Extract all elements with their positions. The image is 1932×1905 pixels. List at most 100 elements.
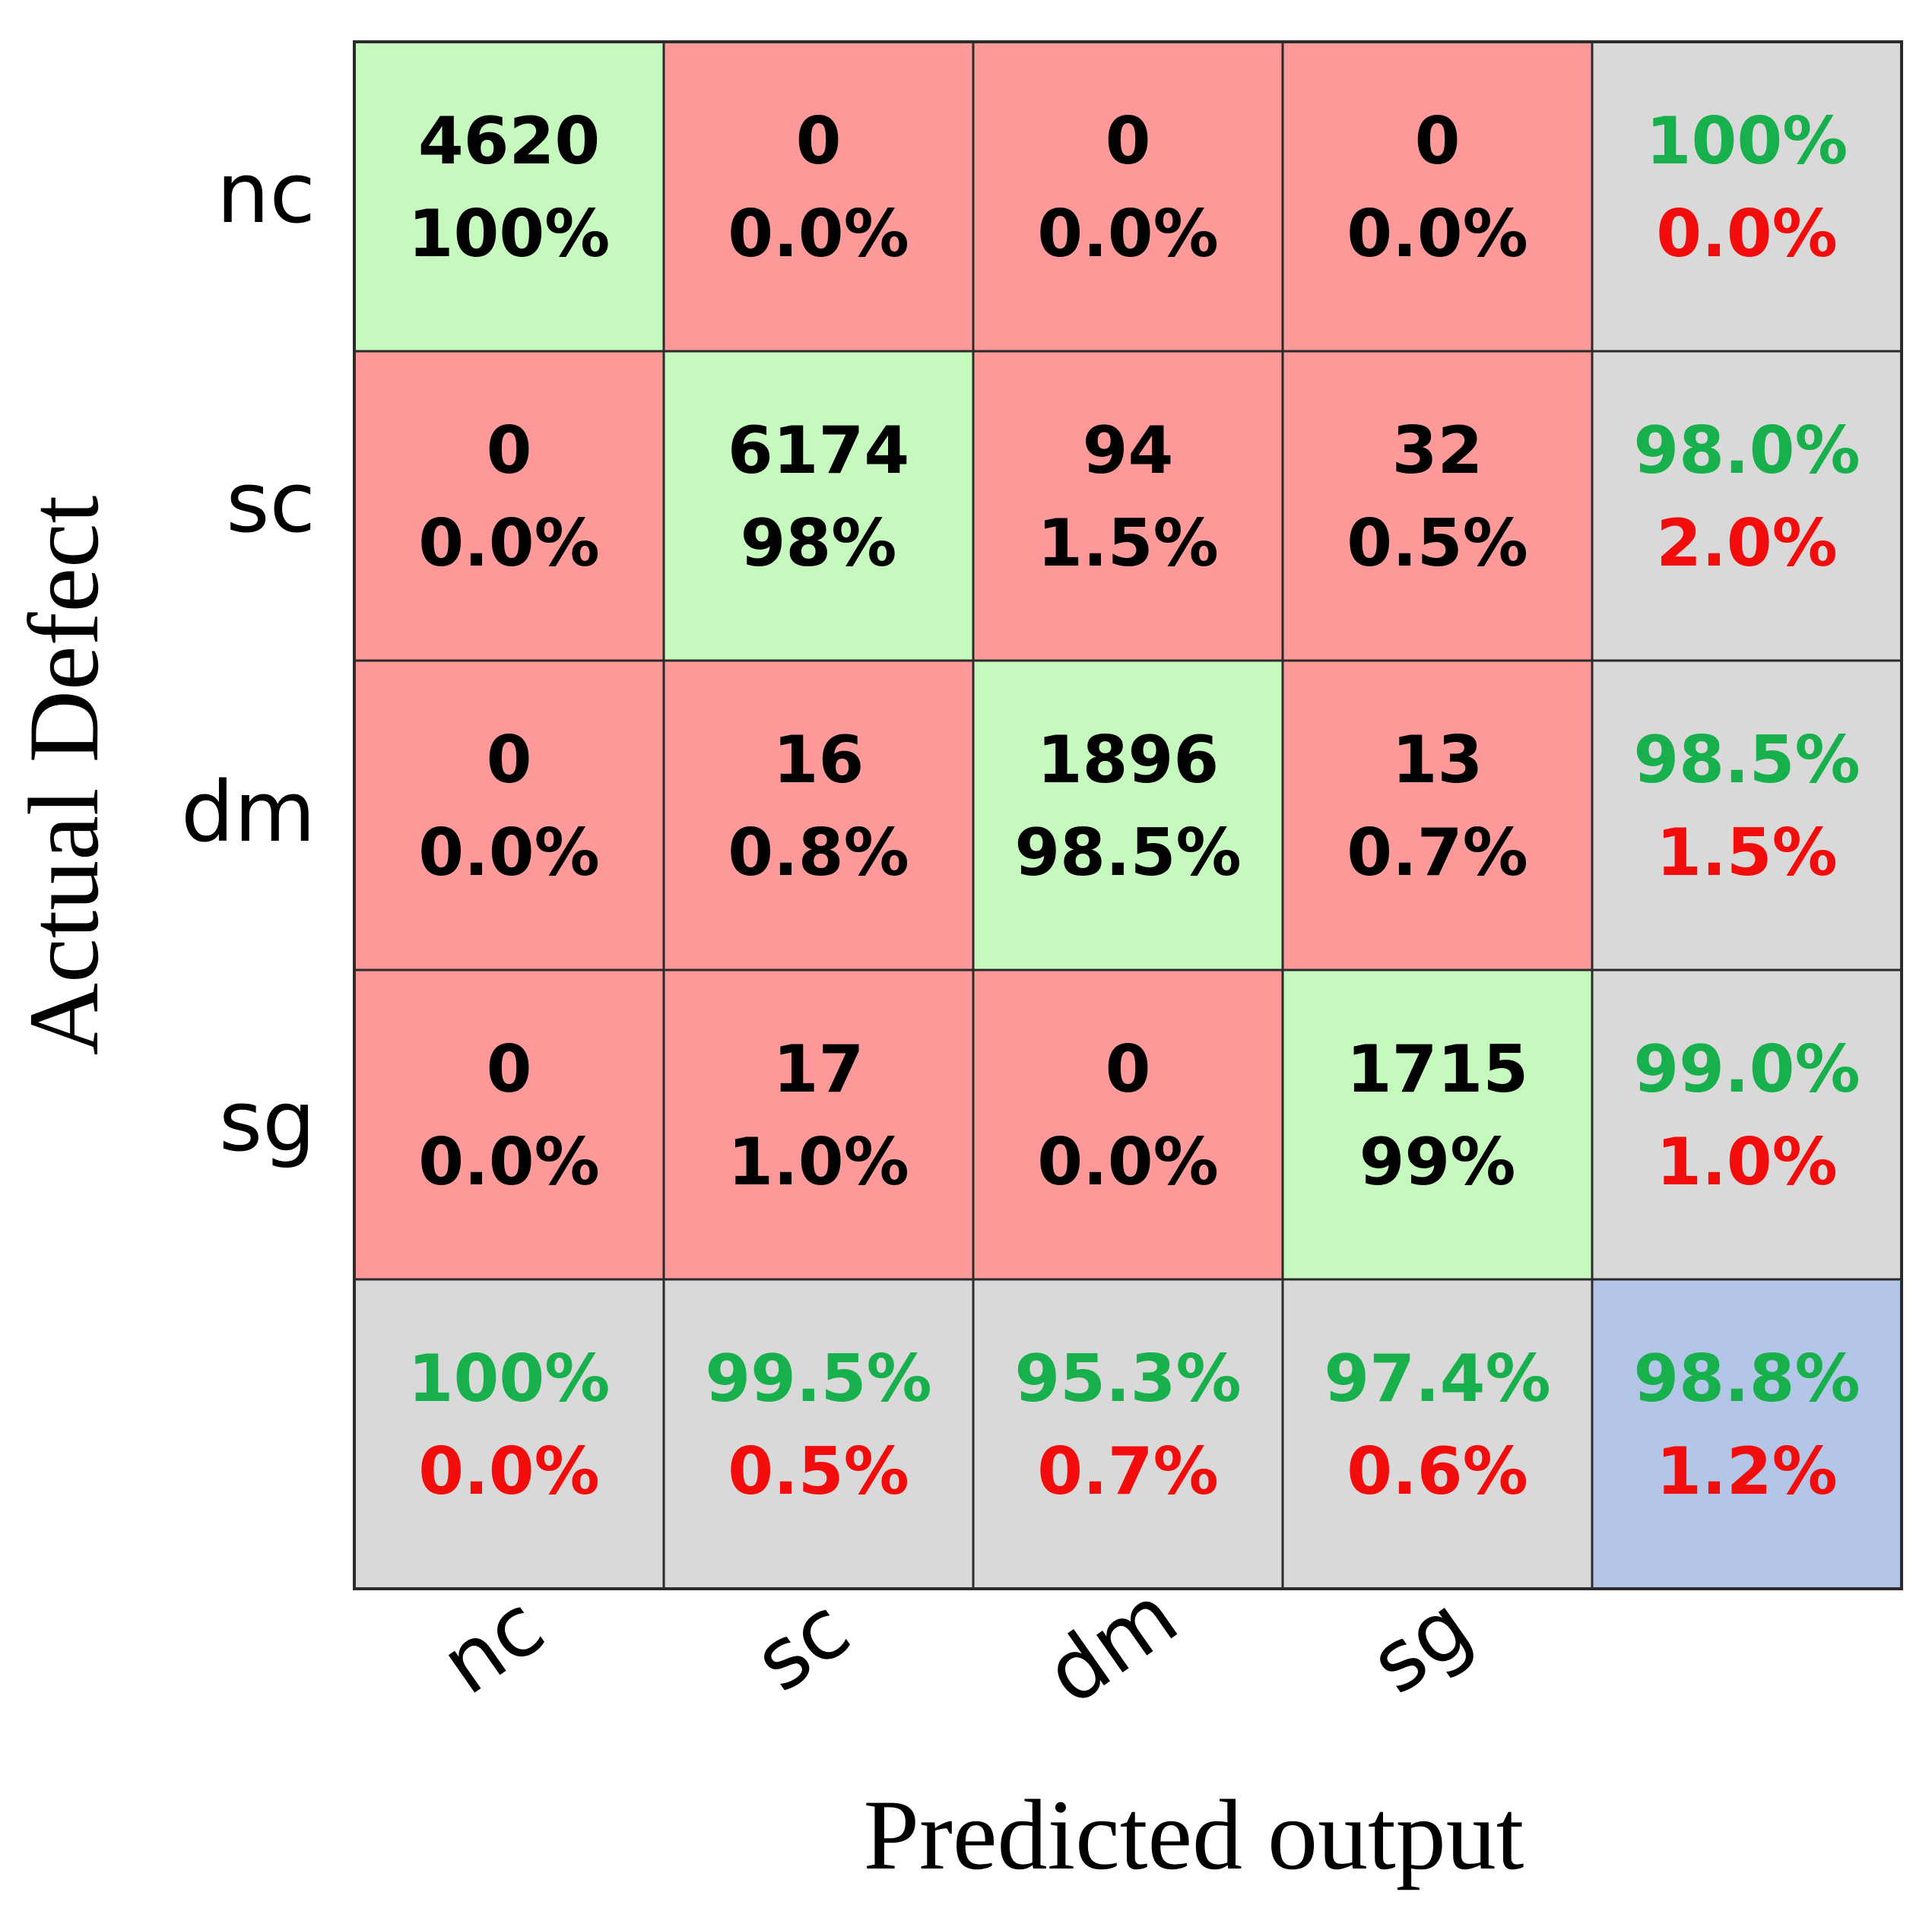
row-summary-sc-line2: 2.0% <box>1656 506 1838 582</box>
y-tick-sg: sg <box>219 1073 316 1170</box>
cell-sg-sc-line2: 1.0% <box>728 1124 909 1200</box>
overall-accuracy-line2: 1.2% <box>1656 1434 1838 1510</box>
cell-dm-sc-line1: 16 <box>773 722 864 798</box>
cell-dm-sc-fill <box>662 659 975 972</box>
cell-sc-sg: 32 0.5% <box>1281 350 1594 662</box>
col-summary-dm-line2: 0.7% <box>1037 1434 1219 1510</box>
col-summary-sg-line2: 0.6% <box>1347 1434 1528 1510</box>
row-summary-sg: 99.0% 1.0% <box>1591 968 1903 1281</box>
cell-nc-nc-fill <box>353 40 665 353</box>
cell-dm-nc: 0 0.0% <box>353 659 665 972</box>
cell-sg-sc: 17 1.0% <box>662 968 975 1281</box>
cell-sg-dm-line2: 0.0% <box>1037 1124 1219 1200</box>
y-tick-dm: dm <box>181 763 316 861</box>
cell-dm-sg-line1: 13 <box>1392 722 1483 798</box>
cell-sc-sc: 6174 98% <box>662 350 975 662</box>
y-tick-sc: sc <box>226 454 316 551</box>
cell-nc-sc-line1: 0 <box>796 103 842 179</box>
cell-dm-dm: 1896 98.5% <box>972 659 1284 972</box>
cell-sc-nc: 0 0.0% <box>353 350 665 662</box>
col-summary-nc-fill <box>353 1278 665 1590</box>
cell-nc-sc-line2: 0.0% <box>728 196 909 272</box>
cell-nc-sc: 0 0.0% <box>662 40 975 353</box>
cell-sc-dm-fill <box>972 350 1284 662</box>
col-summary-sc-line2: 0.5% <box>728 1434 909 1510</box>
cell-sg-dm-line1: 0 <box>1106 1032 1151 1108</box>
cell-sg-sg-line2: 99% <box>1359 1124 1516 1200</box>
row-summary-sc-line1: 98.0% <box>1633 413 1860 489</box>
cell-dm-sg-line2: 0.7% <box>1347 815 1528 891</box>
col-summary-nc-line2: 0.0% <box>418 1434 600 1510</box>
cell-dm-dm-line2: 98.5% <box>1014 815 1241 891</box>
col-summary-dm-fill <box>972 1278 1284 1590</box>
col-summary-sc: 99.5% 0.5% <box>662 1278 975 1590</box>
cell-sg-nc: 0 0.0% <box>353 968 665 1281</box>
row-summary-dm-line1: 98.5% <box>1633 722 1860 798</box>
cell-nc-nc-line1: 4620 <box>418 103 600 179</box>
cell-sg-dm: 0 0.0% <box>972 968 1284 1281</box>
cell-dm-sc: 16 0.8% <box>662 659 975 972</box>
row-summary-nc: 100% 0.0% <box>1591 40 1903 353</box>
cell-sc-sc-line2: 98% <box>741 506 897 582</box>
x-tick-sg: sg <box>1353 1577 1489 1713</box>
col-summary-sg: 97.4% 0.6% <box>1281 1278 1594 1590</box>
overall-accuracy-fill <box>1591 1278 1903 1590</box>
col-summary-nc: 100% 0.0% <box>353 1278 665 1590</box>
col-summary-nc-line1: 100% <box>408 1341 611 1417</box>
cell-nc-nc: 4620 100% <box>353 40 665 353</box>
cell-sc-dm: 94 1.5% <box>972 350 1284 662</box>
cell-sg-nc-line1: 0 <box>487 1032 532 1108</box>
col-summary-sc-fill <box>662 1278 975 1590</box>
cell-dm-sg-fill <box>1281 659 1594 972</box>
row-summary-nc-line2: 0.0% <box>1656 196 1838 272</box>
grid-border <box>353 40 1903 1590</box>
cell-nc-sg: 0 0.0% <box>1281 40 1594 353</box>
cell-sg-sg-line1: 1715 <box>1347 1032 1528 1108</box>
cell-nc-dm-line1: 0 <box>1106 103 1151 179</box>
cell-sc-sg-line1: 32 <box>1392 413 1483 489</box>
row-summary-sc-fill <box>1591 350 1903 662</box>
cell-dm-dm-fill <box>972 659 1284 972</box>
cell-nc-sc-fill <box>662 40 975 353</box>
cell-sc-sg-line2: 0.5% <box>1347 506 1528 582</box>
cell-dm-dm-line1: 1896 <box>1037 722 1219 798</box>
cell-sc-dm-line2: 1.5% <box>1037 506 1219 582</box>
cell-sg-sc-fill <box>662 968 975 1281</box>
cell-sg-sg-fill <box>1281 968 1594 1281</box>
cell-sc-nc-fill <box>353 350 665 662</box>
cell-sc-dm-line1: 94 <box>1083 413 1174 489</box>
row-summary-sg-fill <box>1591 968 1903 1281</box>
cell-dm-nc-line2: 0.0% <box>418 815 600 891</box>
cell-sc-sc-line1: 6174 <box>728 413 909 489</box>
cell-nc-sg-line2: 0.0% <box>1347 196 1528 272</box>
cell-sc-nc-line2: 0.0% <box>418 506 600 582</box>
col-summary-sc-line1: 99.5% <box>705 1341 931 1417</box>
cell-dm-nc-line1: 0 <box>487 722 532 798</box>
x-tick-nc: nc <box>424 1577 561 1713</box>
cell-nc-dm: 0 0.0% <box>972 40 1284 353</box>
cell-sg-dm-fill <box>972 968 1284 1281</box>
overall-accuracy-line1: 98.8% <box>1633 1341 1860 1417</box>
cell-nc-nc-line2: 100% <box>408 196 611 272</box>
cell-sg-nc-line2: 0.0% <box>418 1124 600 1200</box>
cell-nc-sg-fill <box>1281 40 1594 353</box>
cell-dm-sc-line2: 0.8% <box>728 815 909 891</box>
row-summary-dm-line2: 1.5% <box>1656 815 1838 891</box>
row-summary-sg-line2: 1.0% <box>1656 1124 1838 1200</box>
cell-dm-sg: 13 0.7% <box>1281 659 1594 972</box>
row-summary-nc-fill <box>1591 40 1903 353</box>
overall-accuracy: 98.8% 1.2% <box>1591 1278 1903 1590</box>
row-summary-nc-line1: 100% <box>1646 103 1848 179</box>
y-axis-title: Actual Defect <box>8 496 119 1056</box>
row-summary-sg-line1: 99.0% <box>1633 1032 1860 1108</box>
cell-sc-nc-line1: 0 <box>487 413 532 489</box>
cell-nc-dm-line2: 0.0% <box>1037 196 1219 272</box>
x-axis-title: Predicted output <box>864 1779 1524 1891</box>
cell-nc-sg-line1: 0 <box>1415 103 1461 179</box>
row-summary-dm: 98.5% 1.5% <box>1591 659 1903 972</box>
col-summary-sg-line1: 97.4% <box>1324 1341 1550 1417</box>
col-summary-dm: 95.3% 0.7% <box>972 1278 1284 1590</box>
row-summary-dm-fill <box>1591 659 1903 972</box>
